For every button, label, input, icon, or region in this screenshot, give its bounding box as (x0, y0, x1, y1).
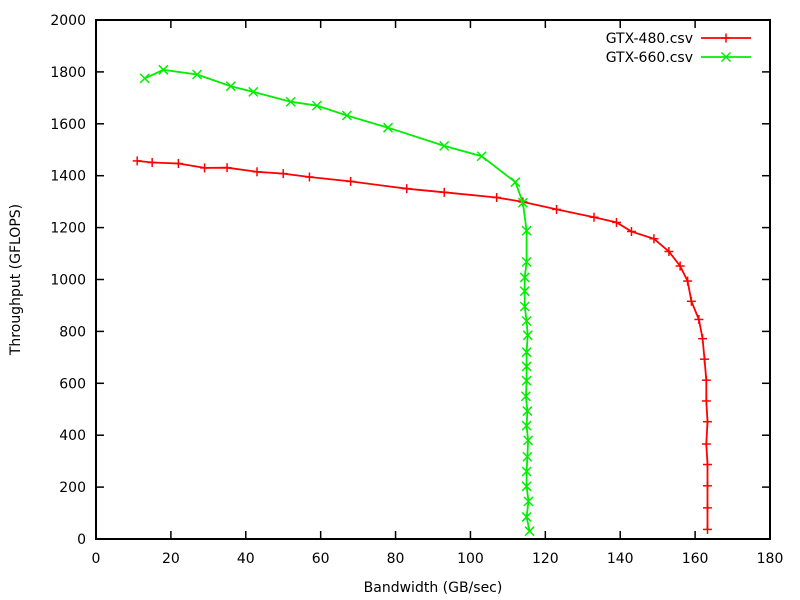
y-tick-label: 2000 (50, 13, 86, 29)
series-gtx-660-csv-point-d2 (521, 511, 532, 522)
series-layer (132, 64, 712, 537)
x-tick-label: 80 (387, 551, 405, 567)
y-tick-label: 1800 (50, 65, 86, 81)
y-tick-label: 1600 (50, 117, 86, 133)
series-gtx-660-csv-point-d2 (521, 375, 532, 386)
series-gtx-660-csv-point-d2 (521, 315, 532, 327)
series-gtx-660-csv-point-d2 (311, 100, 322, 111)
plot-frame (95, 19, 771, 540)
y-tick-label: 0 (77, 532, 86, 548)
series-gtx-660-csv-point-d2 (522, 330, 533, 341)
series-gtx-660-csv-point-d2 (476, 151, 487, 162)
y-tick-label: 600 (59, 376, 86, 392)
series-gtx-660-csv-point-d2 (517, 197, 528, 208)
series-gtx-660-csv-point-d2 (519, 301, 530, 312)
series-gtx-660-csv-point-d2 (225, 81, 236, 92)
series-gtx-660-csv (139, 64, 535, 537)
series-gtx-480-csv-line (137, 160, 709, 530)
series-gtx-660-csv-point-d2 (522, 451, 533, 462)
x-tick-label: 100 (457, 551, 484, 567)
x-tick-label: 180 (757, 551, 784, 567)
x-axis-title: Bandwidth (GB/sec) (364, 580, 503, 596)
series-gtx-660-csv-point-d2 (521, 481, 532, 492)
x-tick-label: 140 (607, 551, 634, 567)
series-gtx-660-csv-point-d2 (521, 466, 532, 477)
legend-item-2-marker-d2 (720, 51, 732, 63)
series-gtx-660-csv-point-d2 (523, 496, 534, 507)
series-gtx-660-csv-point-d2 (521, 225, 532, 236)
series-gtx-660-csv-point-d2 (519, 286, 530, 297)
series-gtx-660-csv-point-d2 (248, 86, 259, 97)
series-gtx-660-csv-point-d2 (192, 69, 203, 80)
y-tick-label: 200 (59, 480, 86, 496)
y-tick-label: 1400 (50, 169, 86, 185)
series-gtx-660-csv-point-d2 (521, 256, 532, 267)
x-tick-label: 40 (237, 551, 255, 567)
series-gtx-660-csv-point-d2 (383, 122, 394, 133)
series-gtx-480-csv (132, 156, 712, 534)
series-gtx-660-csv-point-d2 (521, 361, 532, 372)
series-gtx-660-csv-point-d2 (521, 420, 532, 431)
y-tick-label: 1200 (50, 221, 86, 237)
series-gtx-660-csv-point-d2 (519, 272, 530, 283)
x-tick-label: 20 (162, 551, 180, 567)
y-axis-title: Throughput (GFLOPS) (8, 204, 24, 356)
series-gtx-660-csv-line (144, 68, 531, 532)
y-tick-label: 1000 (50, 273, 86, 289)
x-tick-label: 120 (532, 551, 559, 567)
series-gtx-660-csv-point-d2 (520, 391, 531, 402)
legend-item-2-label: GTX-660.csv (606, 50, 693, 66)
x-axis-ticks: 0 20 40 60 80 100 120 140 160 180 (92, 20, 784, 567)
series-gtx-660-csv-point-d2 (341, 110, 352, 121)
series-gtx-660-csv-point-d2 (439, 140, 450, 151)
y-tick-label: 400 (59, 428, 86, 444)
x-tick-label: 0 (92, 551, 101, 567)
series-gtx-660-csv-point-d2 (510, 177, 521, 188)
x-tick-label: 60 (312, 551, 330, 567)
series-gtx-660-csv-point-d2 (158, 64, 169, 75)
series-gtx-660-csv-point-d2 (524, 526, 535, 537)
legend-item-1-label: GTX-480.csv (606, 31, 693, 47)
plot-border (95, 19, 771, 540)
series-gtx-660-csv-point-d2 (285, 96, 296, 107)
series-gtx-660-csv-point-d2 (523, 435, 534, 446)
legend: GTX-480.csv GTX-660.csv (606, 31, 751, 66)
x-tick-label: 160 (682, 551, 709, 567)
series-gtx-660-csv-point-d2 (522, 406, 533, 417)
series-gtx-660-csv-point-d2 (521, 347, 532, 358)
series-gtx-660-csv-point-d2 (139, 73, 150, 84)
y-tick-label: 800 (59, 324, 86, 340)
y-axis-ticks: 0 200 400 600 800 1000 1200 1400 1600 1800 2000 (50, 13, 770, 548)
